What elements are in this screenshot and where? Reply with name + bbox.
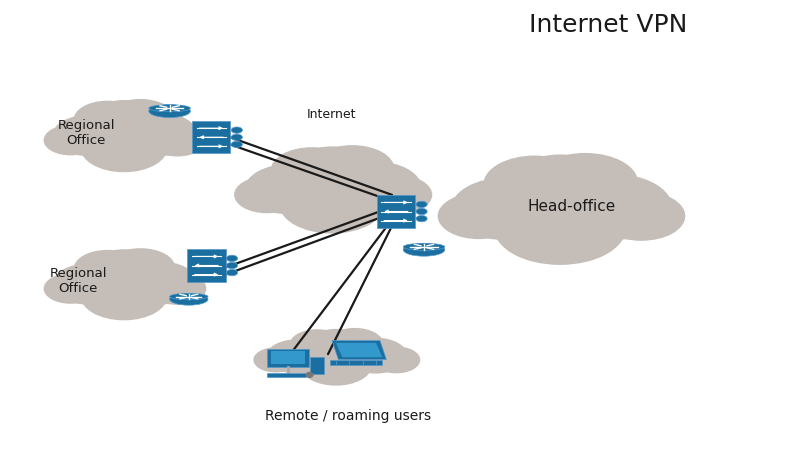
Circle shape [231,141,242,148]
FancyBboxPatch shape [192,121,230,153]
Circle shape [416,208,427,215]
Text: Regional
Office: Regional Office [50,267,107,295]
FancyBboxPatch shape [267,373,306,377]
FancyBboxPatch shape [310,357,324,374]
Text: Head-office: Head-office [528,199,616,215]
Circle shape [226,255,238,261]
FancyBboxPatch shape [330,360,382,365]
Ellipse shape [170,293,208,305]
Circle shape [226,270,238,276]
Ellipse shape [170,293,208,300]
Ellipse shape [149,105,190,112]
FancyBboxPatch shape [377,195,415,228]
Text: Internet VPN: Internet VPN [529,14,687,37]
Circle shape [226,262,238,269]
Circle shape [416,201,427,207]
Ellipse shape [403,243,445,256]
Polygon shape [336,343,382,357]
Circle shape [231,134,242,140]
FancyBboxPatch shape [187,249,226,282]
Ellipse shape [306,372,314,378]
FancyBboxPatch shape [267,349,309,367]
Text: Internet: Internet [307,108,357,121]
Polygon shape [332,341,386,360]
Ellipse shape [149,105,190,117]
Text: Regional
Office: Regional Office [58,119,115,147]
Circle shape [416,216,427,222]
FancyBboxPatch shape [271,351,305,364]
Text: Remote / roaming users: Remote / roaming users [265,409,431,423]
Ellipse shape [403,243,445,250]
Circle shape [231,127,242,133]
